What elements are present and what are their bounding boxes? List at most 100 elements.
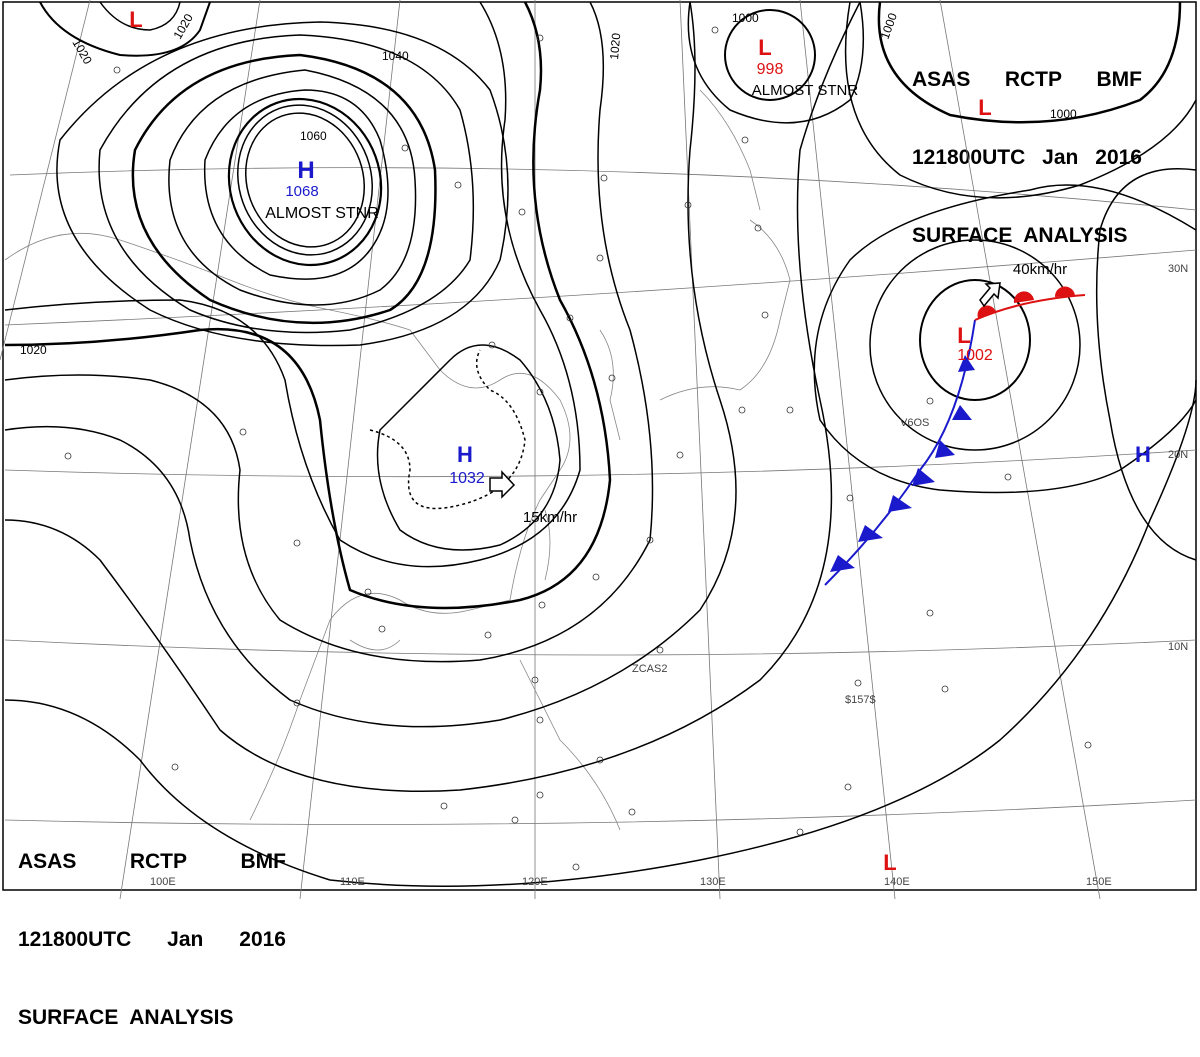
isobar-1008 xyxy=(4,1,861,792)
station-symbol xyxy=(592,573,600,581)
product-code: BMF xyxy=(240,850,287,873)
meridian-130e xyxy=(679,0,721,899)
lon-label: 120E xyxy=(522,876,548,888)
station-symbol xyxy=(64,452,72,460)
cold-front-tri xyxy=(858,525,883,542)
isobar-1060 xyxy=(227,97,383,267)
graticule xyxy=(0,0,1197,899)
high-center-marker: H xyxy=(457,442,473,467)
station-label: $157$ xyxy=(845,694,876,706)
isobar-1002-mid xyxy=(869,239,1081,451)
cold-front-triangles xyxy=(830,355,975,572)
motion-speed-label: 15km/hr xyxy=(523,509,577,526)
high-center-value: 1032 xyxy=(449,470,485,487)
header-line-3: SURFACE ANALYSIS xyxy=(18,1005,286,1031)
lat-label: 20N xyxy=(1168,449,1188,461)
motion-speed-label: 40km/hr xyxy=(1013,261,1067,278)
isobar-1024 xyxy=(4,1,581,568)
station-symbol xyxy=(676,451,684,459)
cold-front-tri xyxy=(830,555,855,572)
station-symbol xyxy=(536,388,544,396)
warm-front-semi xyxy=(977,305,996,318)
station-symbol xyxy=(600,174,608,182)
cold-front-tri xyxy=(935,440,955,458)
issuer-code: ASAS xyxy=(912,68,971,91)
geo-labels: 100E 110E 120E 130E 140E 150E 30N 20N 10… xyxy=(150,263,1188,888)
station-symbol xyxy=(846,494,854,502)
low-center-marker: L xyxy=(129,7,142,32)
low-center-marker: L xyxy=(758,35,771,60)
meridian-150e xyxy=(939,0,1101,899)
station-symbol xyxy=(484,631,492,639)
valid-time: 121800UTC xyxy=(912,146,1026,169)
station-symbol xyxy=(572,863,580,871)
station-symbol xyxy=(364,588,372,596)
warm-front-semi xyxy=(1054,286,1075,297)
header-line-2: 121800UTC Jan 2016 xyxy=(18,927,286,953)
isobar-label: 1020 xyxy=(20,343,47,357)
station-label: V6OS xyxy=(900,417,929,429)
low-motion-arrow xyxy=(979,282,1001,308)
station-symbol xyxy=(454,181,462,189)
lon-label: 100E xyxy=(150,876,176,888)
parallel-0n xyxy=(4,799,1197,825)
coastline-asia xyxy=(4,232,571,821)
lat-label: 10N xyxy=(1168,641,1188,653)
station-symbol xyxy=(596,254,604,262)
header-line-2: 121800UTC Jan 2016 xyxy=(912,145,1142,171)
chart-title: SURFACE ANALYSIS xyxy=(18,1006,234,1029)
station-symbol xyxy=(488,341,496,349)
station-code: RCTP xyxy=(129,850,188,873)
isobar-1012-south xyxy=(4,379,1197,887)
isobar-1052 xyxy=(203,89,389,280)
station-symbol xyxy=(761,311,769,319)
station-symbol xyxy=(113,66,121,74)
isobar-1032 xyxy=(56,21,509,347)
isobar-1028 xyxy=(376,344,561,551)
station-symbol xyxy=(1084,741,1092,749)
station-symbol xyxy=(684,201,692,209)
fronts xyxy=(824,286,1086,586)
product-code: BMF xyxy=(1096,68,1143,91)
isobar-label: 1000 xyxy=(732,11,759,25)
map-frame xyxy=(2,1,1197,891)
station-symbol xyxy=(596,756,604,764)
station-symbol xyxy=(293,539,301,547)
coastline-korea xyxy=(599,329,621,441)
station-symbol xyxy=(646,536,654,544)
station-symbol xyxy=(1004,473,1012,481)
high-motion-arrow xyxy=(489,470,516,499)
station-label: ZCAS2 xyxy=(632,663,667,675)
isobar-1040 xyxy=(131,53,437,325)
isobar-1002-inner xyxy=(919,279,1031,401)
meridian-100e xyxy=(119,0,261,899)
station-symbol xyxy=(656,646,664,654)
isobar-high-ring-1 xyxy=(244,112,366,248)
high-center-marker: H xyxy=(1135,442,1151,467)
low-center-value: 998 xyxy=(757,61,784,78)
station-symbol xyxy=(711,26,719,34)
parallel-20n xyxy=(4,449,1197,478)
station-symbol xyxy=(796,828,804,836)
station-symbol xyxy=(926,397,934,405)
station-symbol xyxy=(538,601,546,609)
station-symbol xyxy=(171,763,179,771)
isobar-label: 1040 xyxy=(382,49,409,63)
meridian-140e xyxy=(799,0,896,899)
isobars xyxy=(4,1,1197,887)
station-symbol xyxy=(854,679,862,687)
station-symbol xyxy=(566,314,574,322)
station-symbol xyxy=(786,406,794,414)
isobar-low-outer xyxy=(687,1,865,124)
isobar-998-low xyxy=(724,9,816,101)
meridian-90e xyxy=(0,0,91,361)
valid-year: 2016 xyxy=(239,928,286,951)
low-center-marker: L xyxy=(883,850,896,875)
station-symbol xyxy=(239,428,247,436)
low-center-value: 1002 xyxy=(957,347,993,364)
high-center-value: 1068 xyxy=(285,183,318,200)
station-symbol xyxy=(738,406,746,414)
station-symbol xyxy=(536,791,544,799)
isobar-label: 1060 xyxy=(300,129,327,143)
header-line-1: ASAS RCTP BMF xyxy=(18,849,286,875)
